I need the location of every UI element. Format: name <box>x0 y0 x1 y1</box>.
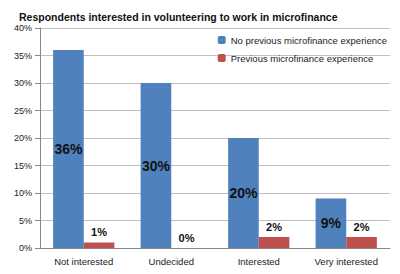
svg-text:40%: 40% <box>14 23 32 33</box>
svg-text:0%: 0% <box>179 232 195 244</box>
svg-text:Respondents interested in volu: Respondents interested in volunteering t… <box>19 11 338 23</box>
svg-text:2%: 2% <box>354 221 370 233</box>
svg-text:Undecided: Undecided <box>149 256 194 267</box>
svg-text:15%: 15% <box>14 161 32 171</box>
svg-text:30%: 30% <box>142 158 171 174</box>
svg-text:9%: 9% <box>321 215 342 231</box>
svg-text:10%: 10% <box>14 188 32 198</box>
svg-text:Interested: Interested <box>238 256 280 267</box>
svg-text:No previous microfinance exper: No previous microfinance experience <box>231 35 387 46</box>
svg-text:20%: 20% <box>229 185 258 201</box>
svg-text:36%: 36% <box>54 141 83 157</box>
svg-text:5%: 5% <box>19 216 32 226</box>
svg-text:35%: 35% <box>14 51 32 61</box>
svg-text:Very interested: Very interested <box>315 256 378 267</box>
svg-text:2%: 2% <box>266 221 282 233</box>
svg-text:1%: 1% <box>91 226 107 238</box>
svg-text:0%: 0% <box>19 243 32 253</box>
svg-text:Previous microfinance experien: Previous microfinance experience <box>231 53 374 64</box>
svg-text:20%: 20% <box>14 133 32 143</box>
svg-text:Not interested: Not interested <box>54 256 113 267</box>
svg-text:30%: 30% <box>14 78 32 88</box>
svg-text:25%: 25% <box>14 106 32 116</box>
